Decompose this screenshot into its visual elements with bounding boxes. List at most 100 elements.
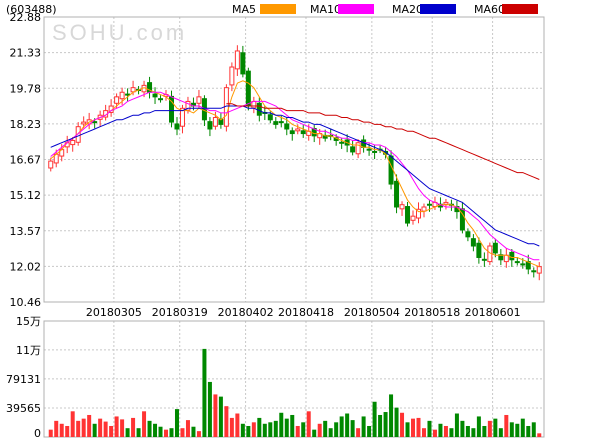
volume-bar: [394, 407, 399, 437]
candle-body: [339, 141, 345, 144]
volume-tick-label: 79131: [6, 373, 41, 386]
candle-body: [207, 121, 213, 130]
legend-swatch-ma20: [420, 4, 456, 14]
volume-bar: [443, 425, 448, 437]
volume-bar: [405, 422, 410, 437]
volume-bar: [312, 429, 317, 437]
volume-bar: [350, 420, 355, 437]
volume-bar: [218, 396, 223, 437]
volume-bar: [224, 406, 229, 437]
candle-body: [212, 117, 218, 127]
candle-body: [174, 123, 180, 130]
volume-bar: [169, 428, 174, 437]
volume-bar: [498, 428, 503, 437]
volume-bar: [345, 413, 350, 437]
candle-body: [476, 242, 482, 258]
candle-body: [75, 126, 81, 143]
price-grid: [44, 16, 544, 437]
date-tick-label: 20180504: [344, 306, 400, 319]
candle-body: [273, 121, 279, 125]
legend-swatch-ma5: [260, 4, 296, 14]
volume-bar: [471, 428, 476, 437]
candle-body: [481, 258, 487, 261]
volume-bar: [295, 425, 300, 437]
candle-body: [229, 66, 235, 86]
legend-swatch-ma10: [338, 4, 374, 14]
volume-bar: [482, 425, 487, 437]
candle-body: [443, 201, 449, 205]
legend-swatch-ma60: [502, 4, 538, 14]
candle-body: [48, 160, 54, 169]
volume-bar: [81, 418, 86, 437]
candle-body: [366, 148, 372, 151]
date-x-axis: 20180305 20180319 20180402 20180418 20180504…: [86, 306, 521, 319]
volume-bars: [48, 348, 542, 437]
volume-bar: [432, 429, 437, 437]
candle-body: [114, 96, 120, 104]
volume-bar: [427, 420, 432, 437]
volume-bar: [290, 414, 295, 437]
volume-bar: [142, 411, 147, 437]
legend-label-ma60: MA60: [474, 3, 505, 16]
candle-body: [81, 121, 87, 125]
candle-body: [388, 155, 394, 185]
volume-bar: [257, 417, 262, 437]
candle-body: [152, 93, 158, 98]
candle-body: [267, 114, 273, 121]
candle-body: [196, 96, 202, 104]
volume-tick-label: 0: [34, 427, 41, 440]
volume-bar: [526, 425, 531, 437]
candle-body: [245, 70, 251, 107]
candle-body: [284, 123, 290, 130]
volume-tick-label: 15万: [16, 315, 41, 328]
date-tick-label: 20180402: [218, 306, 274, 319]
candle-body: [179, 107, 185, 127]
candle-body: [394, 180, 400, 208]
candle-body: [289, 130, 295, 135]
candle-body: [350, 146, 356, 153]
volume-bar: [361, 416, 366, 437]
candle-body: [158, 98, 164, 101]
price-y-axis: 22.88 21.33 19.78 18.23 16.67 15.12 13.57 12.02…: [10, 11, 42, 309]
candle-body: [295, 128, 301, 132]
volume-bar: [520, 418, 525, 437]
volume-bar: [191, 426, 196, 437]
volume-bar: [246, 425, 251, 437]
volume-bar: [65, 425, 70, 437]
volume-bar: [284, 418, 289, 437]
candle-body: [70, 139, 76, 146]
watermark-logo: SOHU.com: [52, 20, 187, 45]
volume-bar: [515, 423, 520, 437]
volume-bar: [356, 428, 361, 437]
volume-tick-label: 39565: [6, 402, 41, 415]
price-tick-label: 18.23: [10, 118, 42, 131]
price-tick-label: 12.02: [10, 260, 42, 273]
ma-line-ma60: [226, 103, 540, 180]
volume-bar: [235, 413, 240, 437]
ma-line-ma10: [50, 91, 540, 261]
date-tick-label: 20180305: [86, 306, 142, 319]
volume-bar: [87, 414, 92, 437]
candle-body: [300, 130, 306, 135]
volume-bar: [268, 422, 273, 437]
volume-bar: [509, 422, 514, 437]
candle-body: [514, 261, 520, 264]
candle-body: [234, 50, 240, 70]
volume-bar: [323, 420, 328, 437]
candle-body: [531, 270, 537, 273]
volume-bar: [180, 428, 185, 437]
moving-averages: [50, 80, 540, 268]
volume-tick-label: 11万: [16, 344, 41, 357]
volume-bar: [229, 417, 234, 437]
price-tick-label: 19.78: [10, 82, 42, 95]
candle-body: [399, 204, 405, 210]
stock-code: (603488): [6, 3, 57, 16]
volume-bar: [460, 420, 465, 437]
price-tick-label: 21.33: [10, 47, 42, 60]
volume-bar: [185, 420, 190, 437]
volume-bar: [109, 425, 114, 437]
volume-bar: [317, 423, 322, 437]
volume-bar: [493, 418, 498, 437]
volume-bar: [465, 425, 470, 437]
volume-bar: [367, 425, 372, 437]
